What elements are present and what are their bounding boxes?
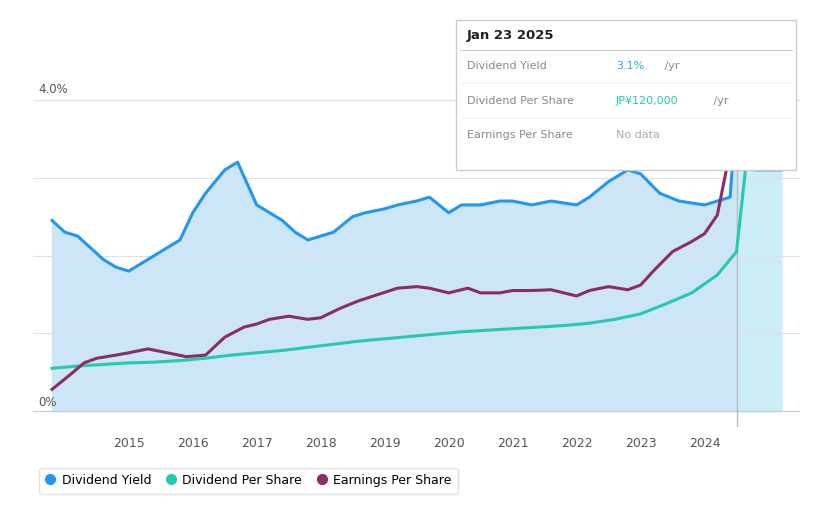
Text: /yr: /yr — [710, 96, 729, 106]
Text: Dividend Per Share: Dividend Per Share — [467, 96, 574, 106]
Text: Earnings Per Share: Earnings Per Share — [467, 130, 573, 140]
Text: /yr: /yr — [661, 61, 680, 71]
Text: 4.0%: 4.0% — [38, 83, 67, 96]
Text: No data: No data — [616, 130, 659, 140]
Text: JP¥120,000: JP¥120,000 — [616, 96, 678, 106]
Text: 3.1%: 3.1% — [616, 61, 644, 71]
Text: Past: Past — [743, 96, 768, 109]
Text: 0%: 0% — [38, 396, 57, 409]
Text: Dividend Yield: Dividend Yield — [467, 61, 547, 71]
Legend: Dividend Yield, Dividend Per Share, Earnings Per Share: Dividend Yield, Dividend Per Share, Earn… — [39, 468, 458, 494]
Text: Jan 23 2025: Jan 23 2025 — [467, 29, 555, 42]
